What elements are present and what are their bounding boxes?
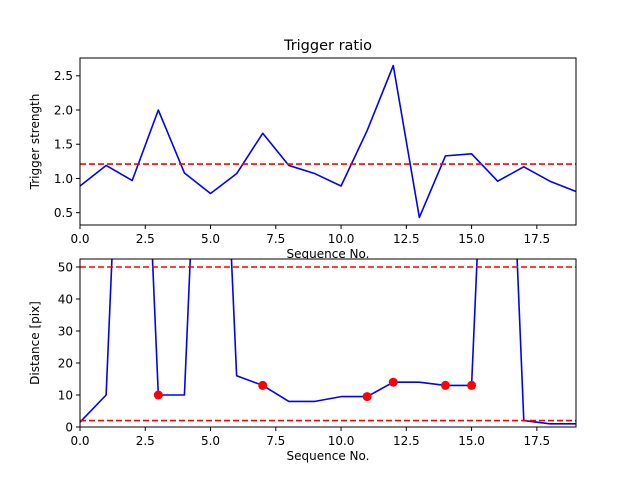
bottom-y-tick-label: 10 [58, 388, 73, 402]
bottom-x-tick-label: 5.0 [201, 434, 220, 448]
top-y-axis-label: Trigger strength [28, 94, 42, 191]
bottom-x-tick-label: 7.5 [266, 434, 285, 448]
top-axes-frame [79, 57, 577, 226]
top-x-axis-label: Sequence No. [287, 247, 370, 261]
bottom-plot-area [80, 259, 576, 427]
bottom-x-tick-label: 0.0 [70, 434, 89, 448]
bottom-y-axis-label: Distance [pix] [28, 301, 42, 385]
bottom-marker-point [440, 380, 450, 390]
bottom-y-tick-label: 20 [58, 356, 73, 370]
top-y-tick-label: 1.0 [54, 172, 73, 186]
top-x-tick-label: 15.0 [458, 232, 485, 246]
top-x-tick-label: 2.5 [136, 232, 155, 246]
top-plot-area [80, 58, 576, 225]
top-x-tick-label: 12.5 [393, 232, 420, 246]
top-chart-title: Trigger ratio [283, 38, 372, 54]
bottom-y-tick-label: 50 [58, 260, 73, 274]
bottom-y-tick-label: 30 [58, 324, 73, 338]
bottom-marker-point [362, 392, 372, 402]
top-x-tick-label: 5.0 [201, 232, 220, 246]
bottom-plot-content [80, 259, 576, 425]
bottom-x-tick-label: 2.5 [136, 434, 155, 448]
bottom-x-axis-label: Sequence No. [287, 449, 370, 463]
bottom-x-tick-label: 10.0 [328, 434, 355, 448]
top-series-line [80, 64, 576, 219]
top-x-tick-label: 10.0 [328, 232, 355, 246]
bottom-marker-point [258, 380, 268, 390]
bottom-axes-frame [79, 258, 577, 428]
bottom-y-tick-label: 40 [58, 292, 73, 306]
top-x-tick-label: 17.5 [523, 232, 550, 246]
bottom-panel: 0.0 2.5 5.0 7.5 10.0 12.5 15.0 17.5 0 10 20 30 40 50 S… [28, 258, 577, 463]
top-y-tick-label: 0.5 [54, 206, 73, 220]
bottom-marker-point [388, 377, 398, 387]
bottom-marker-point [153, 390, 163, 400]
bottom-x-tick-label: 17.5 [523, 434, 550, 448]
bottom-y-tick-label: 0 [65, 420, 73, 434]
bottom-x-tick-label: 12.5 [393, 434, 420, 448]
top-panel: 0.0 2.5 5.0 7.5 10.0 12.5 15.0 17.5 0.5 1.0 1.5 2.0… [28, 38, 577, 261]
top-plot-content [80, 64, 576, 219]
top-y-tick-label: 2.0 [54, 103, 73, 117]
bottom-marker-point [467, 380, 477, 390]
top-x-tick-label: 7.5 [266, 232, 285, 246]
top-x-tick-label: 0.0 [70, 232, 89, 246]
bottom-x-tick-label: 15.0 [458, 434, 485, 448]
top-y-tick-label: 2.5 [54, 69, 73, 83]
top-y-tick-label: 1.5 [54, 138, 73, 152]
